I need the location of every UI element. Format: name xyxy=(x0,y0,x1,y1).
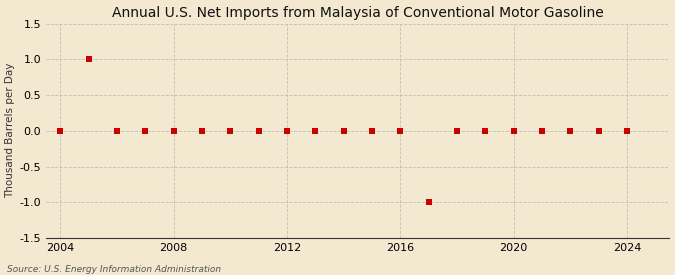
Title: Annual U.S. Net Imports from Malaysia of Conventional Motor Gasoline: Annual U.S. Net Imports from Malaysia of… xyxy=(112,6,603,20)
Text: Source: U.S. Energy Information Administration: Source: U.S. Energy Information Administ… xyxy=(7,265,221,274)
Y-axis label: Thousand Barrels per Day: Thousand Barrels per Day xyxy=(5,63,16,199)
